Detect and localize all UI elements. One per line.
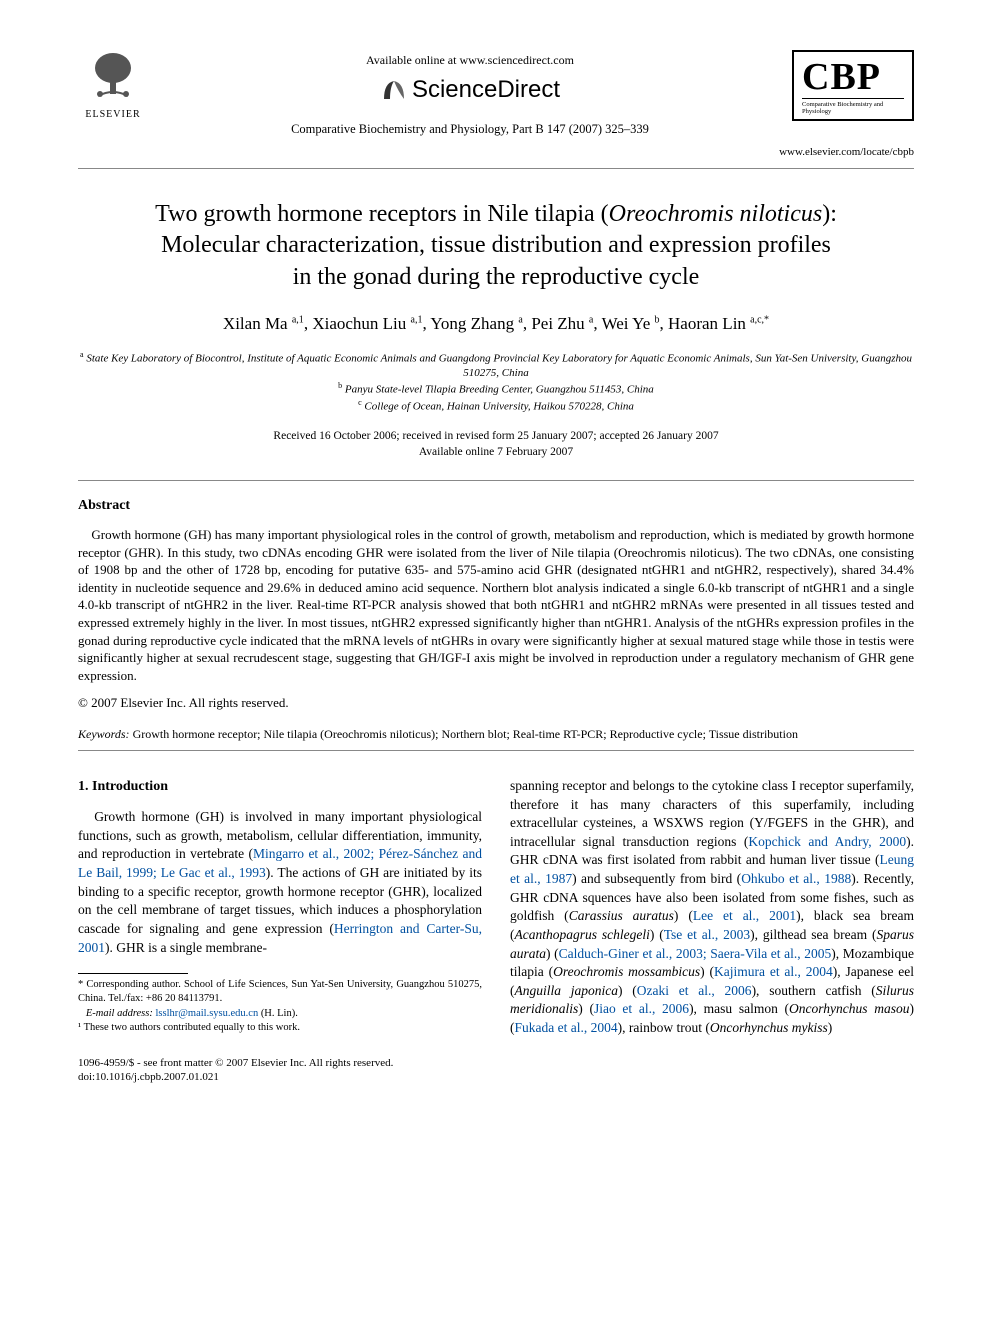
keywords-items: Growth hormone receptor; Nile tilapia (O… xyxy=(133,727,798,741)
header-divider xyxy=(78,168,914,169)
abstract-copyright: © 2007 Elsevier Inc. All rights reserved… xyxy=(78,694,914,712)
ref-link[interactable]: Tse et al., 2003 xyxy=(664,927,750,942)
footnote-equal-contribution: ¹ These two authors contributed equally … xyxy=(78,1021,482,1035)
footnote-email: E-mail address: lsslhr@mail.sysu.edu.cn … xyxy=(78,1007,482,1021)
affiliation-b: b Panyu State-level Tilapia Breeding Cen… xyxy=(78,381,914,398)
author-6: Haoran Lin a,c,* xyxy=(668,314,769,333)
footnotes-block: * Corresponding author. School of Life S… xyxy=(78,978,482,1035)
sciencedirect-logo: ScienceDirect xyxy=(380,74,560,106)
article-title: Two growth hormone receptors in Nile til… xyxy=(88,199,904,293)
title-line-1-end: ): xyxy=(822,201,837,227)
article-dates: Received 16 October 2006; received in re… xyxy=(78,428,914,460)
author-3: Yong Zhang a xyxy=(430,314,522,333)
sciencedirect-icon xyxy=(380,77,406,103)
ref-link[interactable]: Calduch-Giner et al., 2003; Saera-Vila e… xyxy=(559,946,832,961)
column-right: spanning receptor and belongs to the cyt… xyxy=(510,777,914,1038)
intro-paragraph-1: Growth hormone (GH) is involved in many … xyxy=(78,808,482,957)
affiliation-c: c College of Ocean, Hainan University, H… xyxy=(78,398,914,415)
intro-paragraph-1-cont: spanning receptor and belongs to the cyt… xyxy=(510,777,914,1038)
cbp-logo-box: CBP Comparative Biochemistry and Physiol… xyxy=(792,50,914,121)
cbp-subtitle: Comparative Biochemistry and Physiology xyxy=(802,101,904,115)
available-online-text: Available online at www.sciencedirect.co… xyxy=(366,52,574,68)
intro-heading: 1. Introduction xyxy=(78,777,482,796)
keywords-line: Keywords: Growth hormone receptor; Nile … xyxy=(78,726,914,742)
title-species: Oreochromis niloticus xyxy=(609,201,823,227)
abstract-body: Growth hormone (GH) has many important p… xyxy=(78,526,914,684)
elsevier-name: ELSEVIER xyxy=(85,108,140,122)
doi-line: doi:10.1016/j.cbpb.2007.01.021 xyxy=(78,1070,393,1085)
abstract-top-divider xyxy=(78,480,914,481)
issn-line: 1096-4959/$ - see front matter © 2007 El… xyxy=(78,1056,393,1071)
ref-link[interactable]: Ozaki et al., 2006 xyxy=(637,983,752,998)
author-4: Pei Zhu a xyxy=(531,314,593,333)
author-2: Xiaochun Liu a,1 xyxy=(312,314,422,333)
keywords-label: Keywords: xyxy=(78,727,130,741)
affiliation-a: a State Key Laboratory of Biocontrol, In… xyxy=(78,350,914,381)
title-line-1-pre: Two growth hormone receptors in Nile til… xyxy=(155,201,609,227)
page-header: ELSEVIER Available online at www.science… xyxy=(78,50,914,137)
authors-line: Xilan Ma a,1, Xiaochun Liu a,1, Yong Zha… xyxy=(78,313,914,336)
ref-link[interactable]: Kopchick and Andry, 2000 xyxy=(748,834,906,849)
email-link[interactable]: lsslhr@mail.sysu.edu.cn xyxy=(155,1008,258,1019)
ref-link[interactable]: Ohkubo et al., 1988 xyxy=(741,871,851,886)
dates-line-2: Available online 7 February 2007 xyxy=(78,444,914,460)
ref-link[interactable]: Fukada et al., 2004 xyxy=(515,1020,618,1035)
abstract-heading: Abstract xyxy=(78,497,914,516)
dates-line-1: Received 16 October 2006; received in re… xyxy=(78,428,914,444)
author-1: Xilan Ma a,1 xyxy=(223,314,304,333)
affiliations: a State Key Laboratory of Biocontrol, In… xyxy=(78,350,914,414)
cbp-block: CBP Comparative Biochemistry and Physiol… xyxy=(792,50,914,121)
title-line-3: in the gonad during the reproductive cyc… xyxy=(293,264,700,290)
ref-link[interactable]: Kajimura et al., 2004 xyxy=(714,964,833,979)
footnote-corresponding: * Corresponding author. School of Life S… xyxy=(78,978,482,1006)
title-line-2: Molecular characterization, tissue distr… xyxy=(161,232,831,258)
elsevier-logo: ELSEVIER xyxy=(78,50,148,128)
page-footer: 1096-4959/$ - see front matter © 2007 El… xyxy=(78,1056,914,1086)
abstract-bottom-divider xyxy=(78,750,914,751)
cbp-acronym: CBP xyxy=(802,58,904,99)
elsevier-tree-icon xyxy=(86,50,140,106)
sciencedirect-text: ScienceDirect xyxy=(412,74,560,106)
author-5: Wei Ye b xyxy=(602,314,660,333)
center-header: Available online at www.sciencedirect.co… xyxy=(148,50,792,137)
footer-left: 1096-4959/$ - see front matter © 2007 El… xyxy=(78,1056,393,1086)
body-columns: 1. Introduction Growth hormone (GH) is i… xyxy=(78,777,914,1038)
journal-url: www.elsevier.com/locate/cbpb xyxy=(78,145,914,160)
journal-citation: Comparative Biochemistry and Physiology,… xyxy=(291,121,649,138)
ref-link[interactable]: Jiao et al., 2006 xyxy=(594,1001,689,1016)
column-left: 1. Introduction Growth hormone (GH) is i… xyxy=(78,777,482,1038)
ref-link[interactable]: Lee et al., 2001 xyxy=(693,908,796,923)
footnotes-rule xyxy=(78,973,188,974)
